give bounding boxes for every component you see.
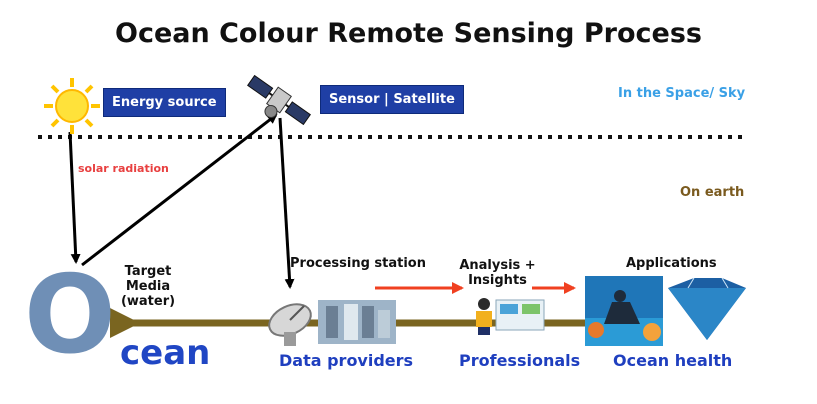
sky-zone-label: In the Space/ Sky [618,86,746,101]
timeline-arrow-tail [110,308,140,338]
ocean-letter-o: O [24,253,116,378]
earth-zone-label: On earth [680,185,745,200]
ocean-word-rest: cean [120,333,211,373]
professionals-label: Professionals [459,351,581,370]
energy-source-badge: Energy source [103,88,226,117]
data-providers-label: Data providers [279,351,414,370]
arrow-ocean-to-satellite [81,113,278,267]
processing-station-label: Processing station [290,256,426,271]
analysis-insights-label: Analysis + Insights [459,258,536,288]
arrow-satellite-to-station [278,117,295,289]
arrow-sun-to-ocean [68,131,81,264]
applications-label: Applications [626,256,717,271]
ocean-health-label: Ocean health [613,351,733,370]
diagram-title: Ocean Colour Remote Sensing Process [115,18,702,49]
sensor-satellite-badge: Sensor | Satellite [320,85,464,114]
solar-radiation-label: solar radiation [78,162,169,175]
target-media-label: Target Media (water) [120,264,176,309]
